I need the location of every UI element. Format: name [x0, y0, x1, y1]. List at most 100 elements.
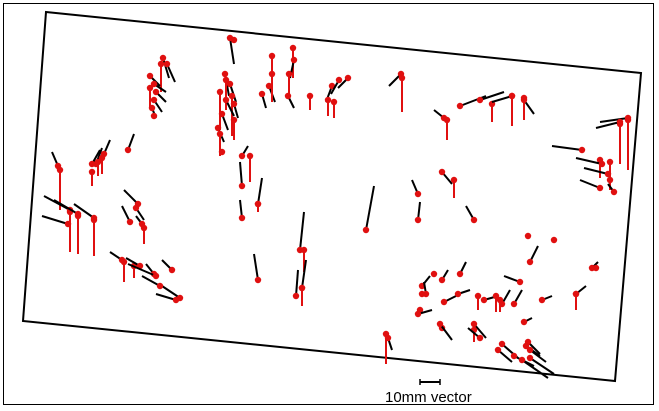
measurement-point: [510, 300, 518, 308]
vector-marker: [526, 346, 547, 363]
vector-marker: [51, 151, 62, 170]
vector-marker: [454, 289, 471, 298]
vector-marker: [411, 179, 422, 198]
vector-marker: [398, 74, 406, 112]
vector-marker: [436, 320, 453, 341]
vector-marker: [491, 92, 516, 103]
measurement-point: [152, 88, 160, 96]
vector-marker: [146, 84, 154, 108]
vector-marker: [306, 92, 314, 110]
displacement-vector-black: [599, 117, 629, 123]
measurement-point: [246, 152, 254, 160]
vector-marker: [414, 201, 422, 224]
measurement-point: [476, 96, 484, 104]
vector-marker: [538, 295, 553, 304]
vector-marker: [575, 157, 606, 168]
vector-marker: [254, 200, 262, 212]
vector-marker: [599, 114, 632, 123]
vector-marker: [551, 145, 586, 154]
measurement-point: [146, 72, 154, 80]
measurement-point: [132, 204, 140, 212]
measurement-point: [526, 354, 534, 362]
measurement-point: [222, 96, 230, 104]
measurement-point: [508, 92, 516, 100]
displacement-vector-black: [295, 269, 299, 297]
displacement-vector-black: [521, 359, 549, 379]
displacement-vector-black: [229, 37, 235, 65]
vector-marker: [230, 100, 239, 119]
displacement-vector-black: [575, 157, 603, 165]
measurement-point: [216, 130, 224, 138]
measurement-point: [300, 246, 308, 254]
vector-marker: [440, 295, 457, 306]
measurement-point: [221, 70, 229, 78]
vector-marker: [150, 112, 158, 120]
vector-marker: [258, 90, 267, 109]
vector-marker: [330, 76, 343, 95]
measurement-point: [254, 200, 262, 208]
vector-marker: [124, 133, 135, 154]
measurement-point: [163, 60, 171, 68]
measurement-point: [298, 284, 306, 292]
vector-marker: [526, 245, 539, 266]
vector-marker: [127, 263, 160, 280]
measurement-point: [606, 176, 614, 184]
vector-marker: [524, 232, 532, 240]
displacement-vector-black: [491, 95, 513, 103]
measurement-point: [438, 168, 446, 176]
measurement-point: [606, 158, 614, 166]
measurement-point: [140, 224, 148, 232]
measurement-point: [120, 258, 128, 266]
vector-marker: [520, 96, 535, 115]
vector-marker: [74, 212, 82, 254]
vector-marker: [592, 264, 600, 272]
measurement-point: [330, 98, 338, 106]
measurement-point: [172, 296, 180, 304]
measurement-point: [290, 56, 298, 64]
measurement-point: [152, 272, 160, 280]
measurement-point: [100, 150, 108, 158]
measurement-point: [524, 232, 532, 240]
measurement-point: [624, 114, 632, 122]
measurement-point: [289, 44, 297, 52]
figure-frame: 10mm vector: [3, 3, 654, 406]
vector-marker: [253, 253, 262, 284]
vector-marker: [94, 158, 102, 176]
measurement-point: [572, 290, 580, 298]
vector-marker: [150, 96, 163, 113]
measurement-point: [510, 352, 518, 360]
measurement-point: [324, 96, 332, 104]
vector-marker: [465, 205, 478, 224]
vector-marker: [470, 320, 487, 339]
measurement-point: [520, 318, 528, 326]
vector-marker: [438, 168, 453, 185]
measurement-point: [470, 320, 478, 328]
displacement-vector-black: [365, 185, 375, 231]
measurement-point: [146, 84, 154, 92]
vector-marker: [518, 356, 549, 379]
vector-marker: [238, 199, 246, 222]
vector-marker: [510, 289, 523, 308]
vector-marker: [607, 183, 618, 196]
measurement-point: [254, 276, 262, 284]
measurement-point: [474, 292, 482, 300]
displacement-vector-black: [579, 179, 601, 189]
measurement-point: [596, 184, 604, 192]
vector-marker: [88, 149, 101, 168]
displacement-vector-black: [161, 285, 181, 299]
vector-marker: [230, 116, 238, 140]
displacement-vector-black: [166, 63, 176, 83]
measurement-point: [480, 296, 488, 304]
vector-marker: [216, 88, 224, 130]
vector-field-diagram: 10mm vector: [21, 10, 643, 406]
vector-marker: [100, 139, 111, 158]
measurement-point: [94, 158, 102, 166]
vector-marker: [41, 215, 72, 228]
vector-marker: [152, 88, 167, 103]
vector-marker: [474, 292, 482, 310]
displacement-vector-black: [257, 177, 263, 205]
measurement-point: [526, 258, 534, 266]
vector-marker: [123, 189, 142, 208]
displacement-vector-black: [529, 349, 547, 363]
measurement-point: [74, 212, 82, 220]
